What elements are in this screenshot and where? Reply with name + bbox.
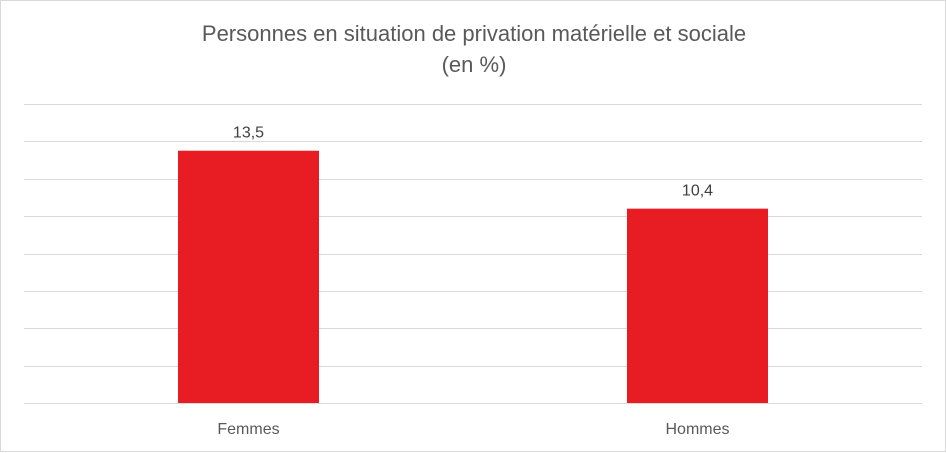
chart-title: Personnes en situation de privation maté… [201, 21, 747, 46]
x-tick-label-femmes: Femmes [217, 421, 279, 438]
bar-femmes [178, 150, 319, 403]
chart-subtitle: (en %) [441, 52, 507, 77]
bar-hommes [627, 208, 768, 403]
x-tick-label-hommes: Hommes [665, 421, 729, 438]
data-label-femmes: 13,5 [233, 125, 264, 142]
data-label-hommes: 10,4 [682, 183, 713, 200]
